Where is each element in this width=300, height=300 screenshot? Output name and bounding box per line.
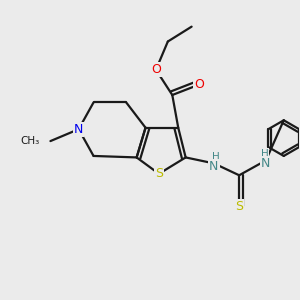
Text: N: N <box>209 160 219 173</box>
Text: N: N <box>261 157 271 170</box>
Text: S: S <box>235 200 243 213</box>
Text: O: O <box>151 63 161 76</box>
Text: H: H <box>212 152 219 162</box>
Text: O: O <box>194 78 204 91</box>
Text: N: N <box>74 123 83 136</box>
Text: CH₃: CH₃ <box>21 136 40 146</box>
Text: H: H <box>261 149 268 159</box>
Text: S: S <box>155 167 163 180</box>
